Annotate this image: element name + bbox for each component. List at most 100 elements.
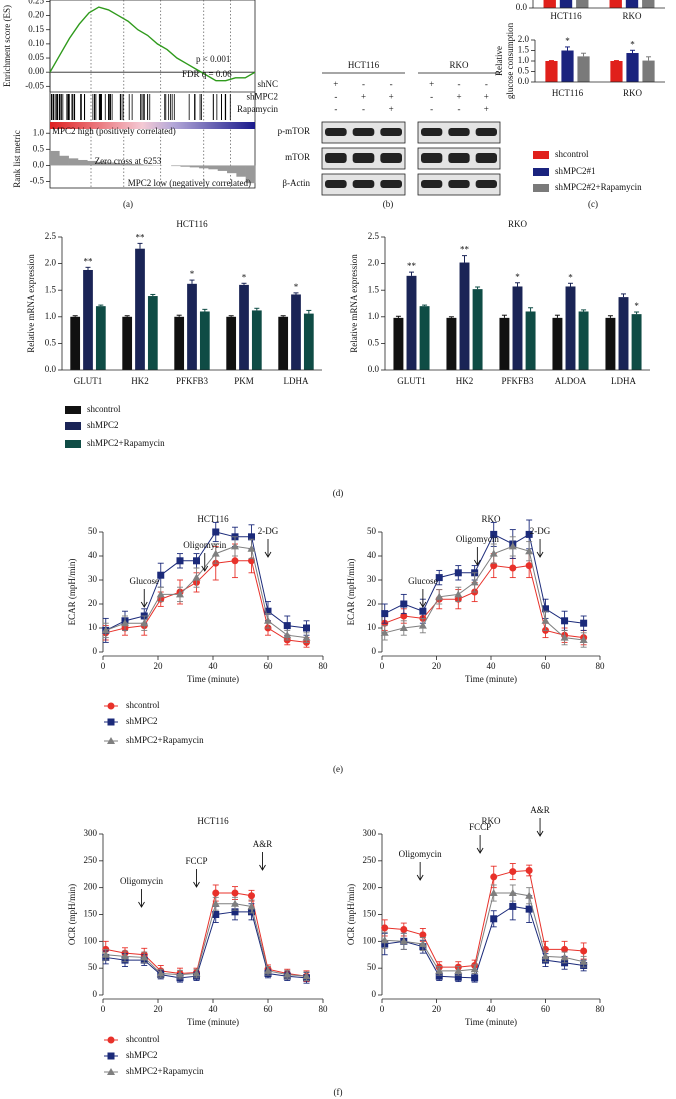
bar — [559, 0, 573, 8]
data-point — [525, 905, 533, 913]
data-point — [101, 950, 110, 958]
data-point — [471, 974, 479, 982]
annotation: FCCP — [185, 856, 207, 866]
data-point — [302, 972, 311, 980]
data-point — [211, 899, 220, 907]
x-tick-label: 40 — [487, 661, 497, 671]
significance-label: * — [634, 301, 639, 311]
protein-label: β-Actin — [282, 178, 310, 188]
blot-band — [352, 153, 375, 163]
data-point — [399, 937, 408, 945]
y-tick-label: 0 — [93, 646, 98, 656]
y-tick-label: 0.0 — [45, 364, 57, 374]
condition-sign: - — [485, 79, 488, 89]
annotation-arrowhead — [536, 830, 544, 837]
legend-swatch — [533, 151, 549, 159]
rank-bar — [189, 165, 200, 168]
x-axis-label: Time (minute) — [187, 1017, 239, 1027]
annotation-arrowhead — [473, 559, 481, 566]
x-axis-label: Time (minute) — [465, 674, 517, 684]
chart-title: HCT116 — [197, 514, 229, 524]
y-tick-label: 1.5 — [368, 284, 380, 294]
data-point — [303, 624, 310, 632]
y-tick-label: 0.0 — [368, 364, 380, 374]
data-point — [212, 911, 220, 918]
annotation-arrowhead — [476, 847, 484, 854]
bar — [135, 248, 145, 370]
rank-bar — [59, 155, 69, 166]
x-tick-label: 0 — [380, 1004, 385, 1014]
x-tick-label: HK2 — [131, 376, 149, 386]
rank-bar — [124, 163, 135, 166]
rank-bar — [245, 165, 256, 184]
legend-label: shcontrol — [126, 1034, 160, 1044]
x-tick-label: HCT116 — [550, 11, 582, 21]
y-axis-label: Enrichment score (ES) — [2, 5, 12, 87]
data-point — [435, 592, 444, 600]
bar — [543, 0, 556, 8]
data-point — [380, 628, 389, 636]
y-axis-label: ECAR (mpH/min) — [346, 559, 356, 626]
y-tick-label: 1.5 — [45, 284, 57, 294]
bar — [147, 296, 158, 370]
y-tick-label: 30 — [367, 574, 377, 584]
x-tick-label: PFKFB3 — [176, 376, 209, 386]
annotation: 2-DG — [530, 526, 551, 536]
y-tick-label: 0.00 — [28, 66, 44, 76]
blot-band — [325, 128, 347, 136]
condition-label: Rapamycin — [237, 104, 278, 114]
data-point — [508, 542, 517, 550]
y-tick-label: 50 — [367, 526, 377, 536]
cell-line-label: HCT116 — [348, 60, 380, 70]
bar — [226, 316, 237, 370]
data-point — [560, 633, 569, 641]
x-tick-label: RKO — [622, 11, 642, 21]
plot-frame — [49, 0, 256, 189]
data-point — [454, 590, 463, 598]
data-point — [157, 571, 165, 579]
y-tick-label: 0 — [372, 646, 377, 656]
y-tick-label: 20 — [88, 598, 98, 608]
data-point — [192, 573, 201, 581]
data-point — [193, 557, 200, 565]
blot-band — [475, 153, 497, 163]
data-point — [509, 902, 517, 910]
bar — [303, 313, 314, 370]
data-point — [283, 622, 291, 630]
significance-label: * — [515, 272, 520, 282]
y-tick-label: 50 — [88, 962, 98, 972]
x-tick-label: 20 — [154, 661, 164, 671]
data-point — [419, 607, 427, 615]
panel-label: (c) — [588, 199, 598, 209]
rank-bar — [208, 165, 219, 170]
data-point — [435, 574, 443, 582]
x-tick-label: 80 — [319, 661, 329, 671]
legend-swatch — [533, 168, 549, 176]
blot-band — [352, 180, 375, 188]
bar — [393, 317, 404, 370]
y-tick-label: 150 — [363, 909, 377, 919]
data-point — [435, 972, 443, 980]
condition-sign: - — [334, 92, 337, 102]
annotation-arrowhead — [140, 601, 148, 608]
data-point — [490, 530, 498, 538]
data-point — [247, 902, 256, 910]
rank-bar — [77, 159, 88, 166]
x-tick-label: 60 — [264, 661, 274, 671]
y-axis-label: glucose consumption — [505, 22, 515, 99]
data-point — [248, 892, 255, 900]
blot-band — [421, 128, 443, 136]
chart-title: HCT116 — [197, 816, 229, 826]
rank-axis-label: Rank list metric — [12, 130, 22, 188]
data-point — [579, 957, 588, 965]
y-tick-label: 1.0 — [33, 127, 45, 137]
data-point — [399, 624, 408, 631]
chart-title: HCT116 — [176, 219, 208, 229]
y-tick-label: 0.05 — [28, 52, 44, 62]
x-tick-label: 20 — [154, 1004, 164, 1014]
y-axis-label: ECAR (mpH/min) — [67, 559, 77, 626]
legend-marker — [107, 718, 115, 726]
condition-sign: - — [458, 79, 461, 89]
y-tick-label: 2.5 — [45, 231, 57, 241]
chart-title: RKO — [481, 816, 501, 826]
